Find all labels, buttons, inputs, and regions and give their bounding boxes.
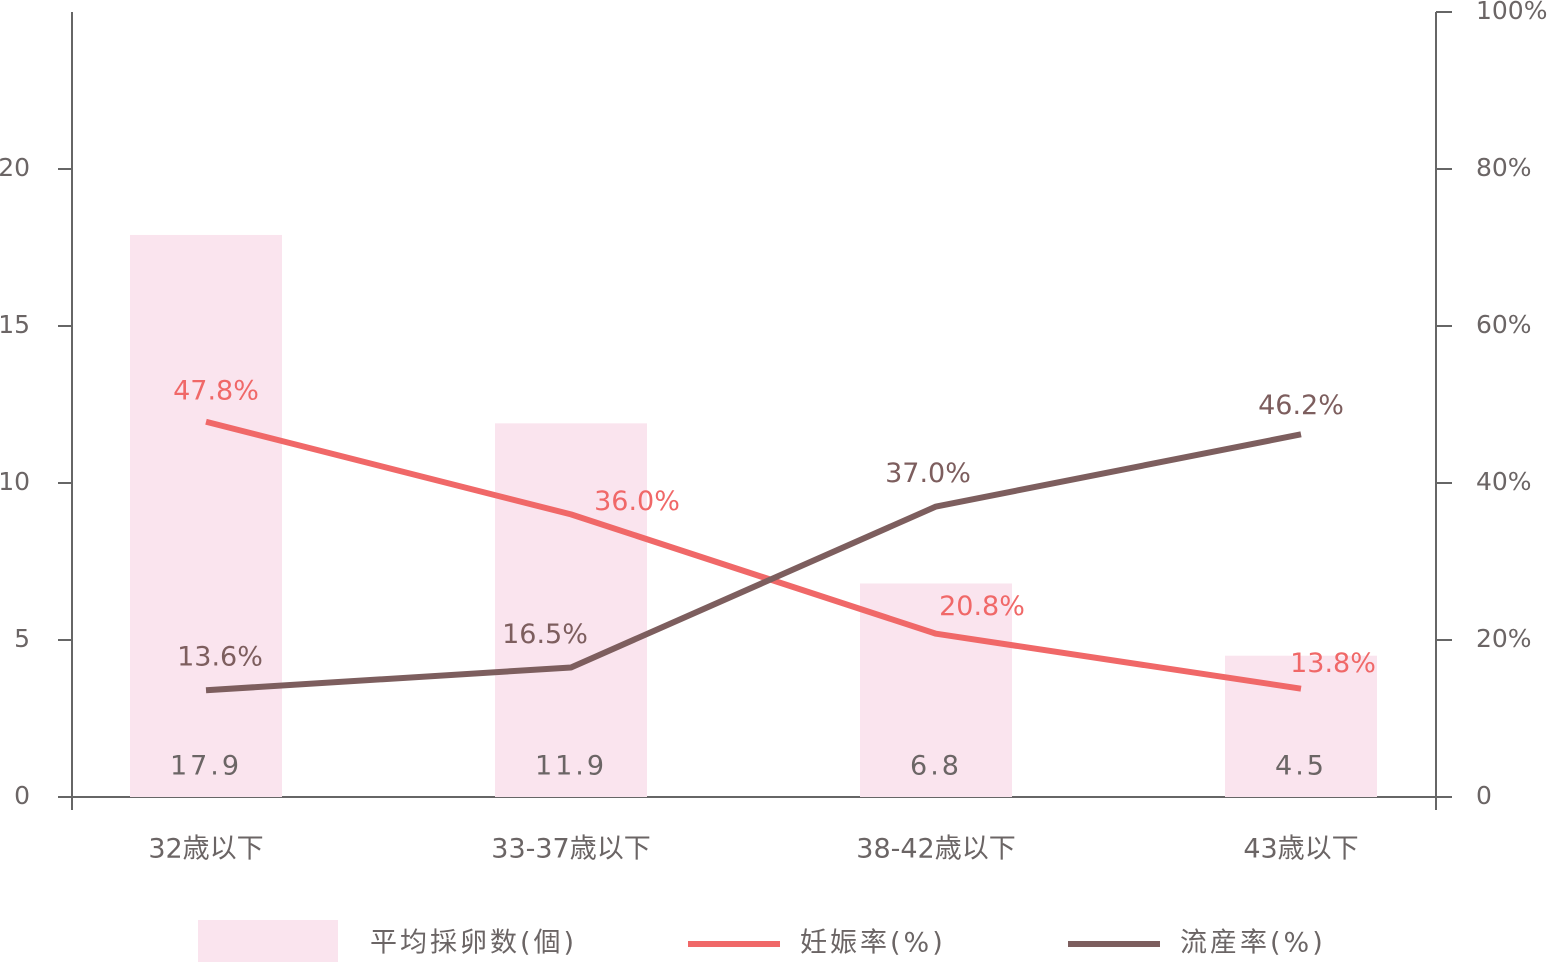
bar	[130, 234, 282, 797]
line-value-label: 36.0%	[594, 486, 680, 517]
y-tick-label: 20	[0, 153, 30, 182]
line-value-label: 46.2%	[1258, 390, 1344, 421]
x-tick-label: 43歳以下	[1243, 834, 1358, 865]
y2-tick-label: 100%	[1476, 0, 1547, 25]
bar	[495, 423, 647, 797]
bar-value-label: 11.9	[535, 751, 607, 782]
x-tick-label: 33-37歳以下	[491, 834, 650, 865]
line-value-label: 37.0%	[885, 458, 971, 489]
legend-label: 流産率(%)	[1180, 928, 1326, 959]
y-tick-label: 5	[14, 624, 30, 653]
legend-swatch	[198, 920, 338, 962]
line	[205, 431, 1302, 694]
line	[205, 418, 1302, 692]
line-value-label: 20.8%	[939, 591, 1025, 622]
x-tick-label: 32歳以下	[148, 834, 263, 865]
y-tick-label: 0	[14, 781, 30, 810]
line-value-label: 13.6%	[177, 642, 263, 673]
y2-tick-label: 60%	[1476, 310, 1532, 339]
bar-value-label: 4.5	[1275, 751, 1327, 782]
bar-value-label: 17.9	[170, 751, 242, 782]
y2-tick-label: 40%	[1476, 467, 1532, 496]
y2-tick-label: 20%	[1476, 624, 1532, 653]
y-tick-label: 15	[0, 310, 30, 339]
y-tick-label: 10	[0, 467, 30, 496]
y2-tick-label: 0	[1476, 781, 1492, 810]
bar-value-label: 6.8	[910, 751, 962, 782]
y2-tick-label: 80%	[1476, 153, 1532, 182]
line-value-label: 16.5%	[502, 619, 588, 650]
x-tick-label: 38-42歳以下	[856, 834, 1015, 865]
line-value-label: 47.8%	[173, 375, 259, 406]
legend-label: 平均採卵数(個)	[370, 928, 577, 959]
legend-label: 妊娠率(%)	[800, 928, 946, 959]
line-value-label: 13.8%	[1290, 648, 1376, 679]
